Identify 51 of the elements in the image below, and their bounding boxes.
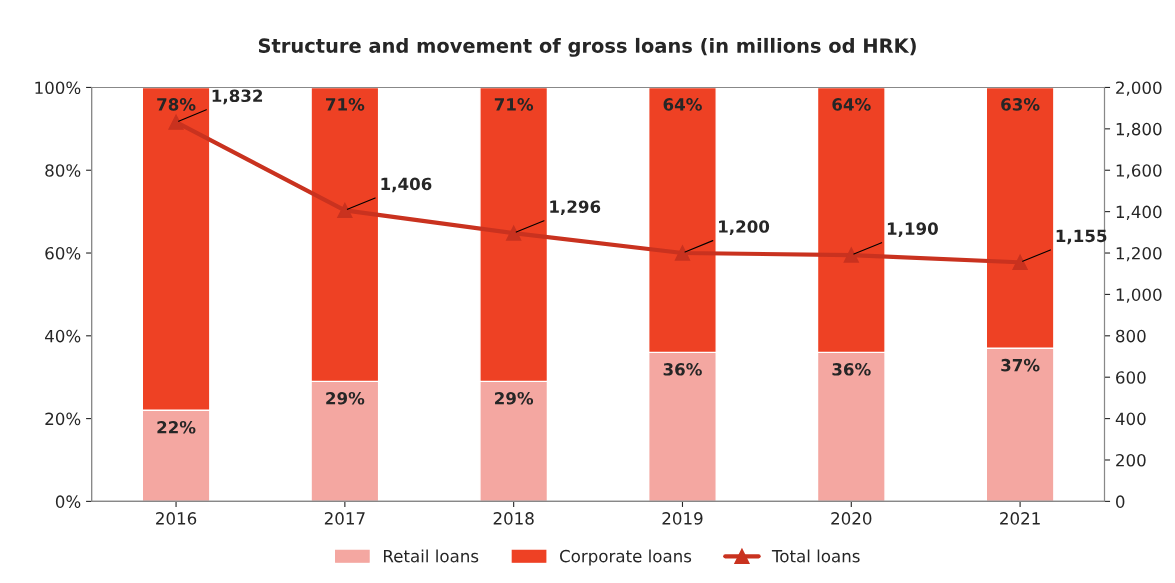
y2-tick-label: 200	[1116, 453, 1146, 467]
y2-tick-label: 400	[1115, 412, 1146, 426]
data-label: 36%	[663, 363, 702, 376]
x-tick-label: 2017	[324, 512, 365, 525]
y2-tick-label: 800	[1116, 329, 1146, 343]
y2-tick-label: 1,200	[1116, 246, 1162, 262]
point	[168, 114, 184, 130]
y-tick-label: 60%	[45, 246, 81, 260]
data-label: 64%	[663, 98, 702, 111]
data-label: 1,832	[212, 89, 263, 105]
y-tick-label: 100%	[35, 81, 81, 95]
data-label: 1,190	[887, 222, 938, 238]
y2-tick-label: 2,000	[1116, 81, 1162, 96]
y-tick-label: 40%	[45, 329, 81, 343]
data-label: 1,296	[550, 200, 601, 216]
x-tick-label: 2021	[1000, 512, 1040, 525]
point	[337, 202, 353, 219]
x-tick-label: 2016	[156, 512, 197, 525]
legend-label: Corporate loans	[559, 549, 692, 566]
y2-tick-label: 1,000	[1116, 288, 1162, 303]
data-label: 36%	[832, 363, 871, 376]
data-label: 71%	[494, 98, 534, 111]
data-label: 64%	[832, 98, 871, 111]
data-label: 78%	[157, 98, 196, 111]
y2-tick-label: 0	[1116, 495, 1125, 508]
legend-label: Total loans	[771, 549, 860, 563]
data-label: 29%	[326, 391, 365, 405]
data-label: 37%	[1001, 358, 1040, 372]
y2-tick-label: 1,600	[1116, 164, 1162, 179]
point	[506, 225, 522, 241]
y2-tick-label: 1,400	[1116, 205, 1162, 220]
data-label: 22%	[157, 420, 196, 434]
data-label: 71%	[326, 98, 365, 111]
x-tick-label: 2020	[831, 512, 872, 525]
x-tick-label: 2018	[493, 512, 534, 525]
data-label: 1,200	[719, 220, 770, 235]
point	[843, 247, 859, 263]
point	[1012, 254, 1028, 270]
y-tick-label: 20%	[45, 412, 81, 426]
data-label: 1,406	[381, 177, 432, 193]
y-tick-label: 80%	[45, 164, 81, 177]
data-label: 29%	[495, 391, 534, 405]
chart-title: Structure and movement of gross loans (in millions od HRK)	[258, 37, 916, 57]
data-label: 63%	[1001, 98, 1040, 111]
y2-tick-label: 600	[1116, 371, 1146, 384]
y2-tick-label: 1,800	[1116, 122, 1162, 138]
y-tick-label: 0%	[55, 495, 81, 508]
legend-label: Retail loans	[384, 549, 479, 563]
data-label: 1,155	[1056, 229, 1107, 245]
x-tick-label: 2019	[662, 512, 703, 525]
point	[674, 245, 691, 261]
